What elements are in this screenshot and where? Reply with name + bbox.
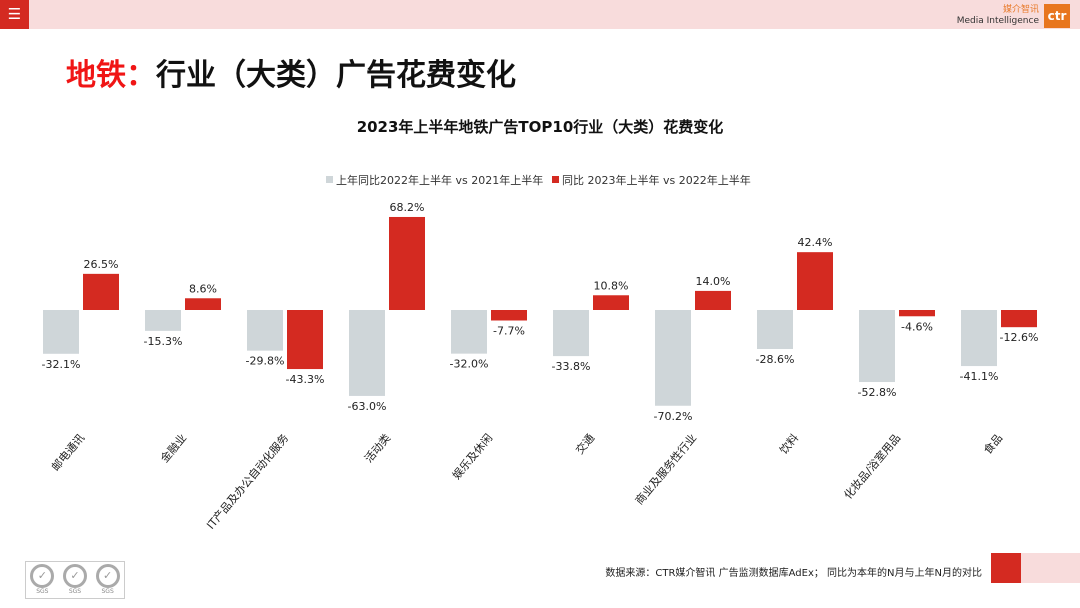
logo-cn: 媒介智讯 — [1002, 5, 1039, 15]
data-label: -32.0% — [450, 358, 489, 371]
category-label-9: 食品 — [980, 431, 1005, 457]
category-label-8: 化妆品/浴室用品 — [841, 431, 904, 502]
ctr-logo: 媒介智讯 Media Intelligence ctr — [957, 4, 1070, 28]
data-label: -28.6% — [756, 353, 795, 366]
category-label-7: 饮料 — [776, 431, 801, 457]
logo-en: Media Intelligence — [956, 16, 1039, 26]
bar-2022-8 — [859, 310, 895, 383]
bar-2023-3 — [389, 216, 425, 310]
bar-2022-6 — [655, 310, 691, 406]
data-label: -63.0% — [348, 400, 387, 413]
legend-label-1: 同比 2023年上半年 vs 2022年上半年 — [562, 173, 751, 187]
legend-swatch-0 — [326, 176, 333, 183]
bar-2023-0 — [83, 273, 119, 310]
chart-title: 2023年上半年地铁广告TOP10行业（大类）花费变化 — [356, 118, 724, 136]
data-label: 10.8% — [594, 279, 629, 292]
legend-swatch-1 — [552, 176, 559, 183]
sgs-label: SGS — [68, 588, 82, 595]
category-label-0: 邮电通讯 — [49, 432, 87, 474]
sgs-badge: ✓ SGS — [95, 564, 120, 596]
bar-2023-1 — [185, 298, 221, 310]
bar-2023-2 — [287, 310, 323, 370]
category-label-6: 商业及服务性行业 — [632, 431, 699, 507]
bar-2022-0 — [43, 310, 79, 354]
sgs-badge: ✓ SGS — [62, 564, 87, 596]
data-label: -32.1% — [42, 358, 81, 371]
data-label: -70.2% — [654, 410, 693, 423]
data-label: -4.6% — [901, 320, 933, 333]
bar-2022-2 — [247, 310, 283, 351]
footer-accent-red — [991, 553, 1021, 583]
page-title: 地铁：行业（大类）广告花费变化 — [66, 50, 516, 94]
data-source-note: 数据来源：CTR媒介智讯 广告监测数据库AdEx； 同比为本年的N月与上年N月的… — [605, 568, 982, 579]
bar-2022-5 — [553, 310, 589, 357]
data-label: -41.1% — [960, 370, 999, 383]
data-label: -15.3% — [144, 335, 183, 348]
bar-2022-3 — [349, 310, 385, 396]
bar-2022-4 — [451, 310, 487, 354]
data-label: -12.6% — [1000, 331, 1039, 344]
bar-2023-5 — [593, 295, 629, 310]
data-label: -7.7% — [493, 325, 525, 338]
bar-2023-7 — [797, 252, 833, 310]
logo-mark: ctr — [1044, 4, 1070, 28]
category-label-1: 金融业 — [157, 431, 189, 465]
bar-2023-8 — [899, 310, 935, 317]
bar-2023-9 — [1001, 310, 1037, 328]
bar-2022-1 — [145, 310, 181, 331]
top-bar — [0, 0, 1080, 29]
category-label-2: IT产品及办公自动化服务 — [203, 431, 291, 532]
bar-2023-4 — [491, 310, 527, 321]
data-label: 68.2% — [390, 201, 425, 214]
sgs-badge-icon: ✓ — [62, 564, 87, 588]
sgs-badge: ✓ SGS — [30, 564, 55, 596]
category-label-5: 交通 — [572, 431, 597, 457]
sgs-label: SGS — [36, 588, 49, 595]
data-label: 14.0% — [696, 275, 731, 288]
sgs-badge-icon: ✓ — [30, 564, 55, 588]
category-label-4: 娱乐及休闲 — [449, 431, 495, 482]
bar-2022-9 — [961, 310, 997, 367]
certification-badges: ✓ SGS ✓ SGS ✓ SGS — [25, 561, 125, 599]
data-label: 8.6% — [189, 282, 217, 295]
data-label: -43.3% — [286, 373, 325, 386]
legend-label-0: 上年同比2022年上半年 vs 2021年上半年 — [336, 173, 543, 187]
title-highlight: 地铁： — [66, 58, 156, 93]
hamburger-menu-button[interactable]: ☰ — [0, 0, 29, 29]
sgs-badge-icon: ✓ — [95, 564, 120, 588]
data-label: 26.5% — [84, 258, 119, 271]
bar-2023-6 — [695, 290, 731, 310]
data-label: -29.8% — [246, 355, 285, 368]
bar-2022-7 — [757, 310, 793, 350]
title-rest: 行业（大类）广告花费变化 — [156, 58, 516, 93]
data-label: -52.8% — [858, 386, 897, 399]
footer-accent-pink — [1021, 553, 1080, 583]
category-label-3: 活动类 — [361, 431, 393, 465]
data-label: 42.4% — [798, 236, 833, 249]
sgs-label: SGS — [101, 588, 114, 595]
data-label: -33.8% — [552, 360, 591, 373]
